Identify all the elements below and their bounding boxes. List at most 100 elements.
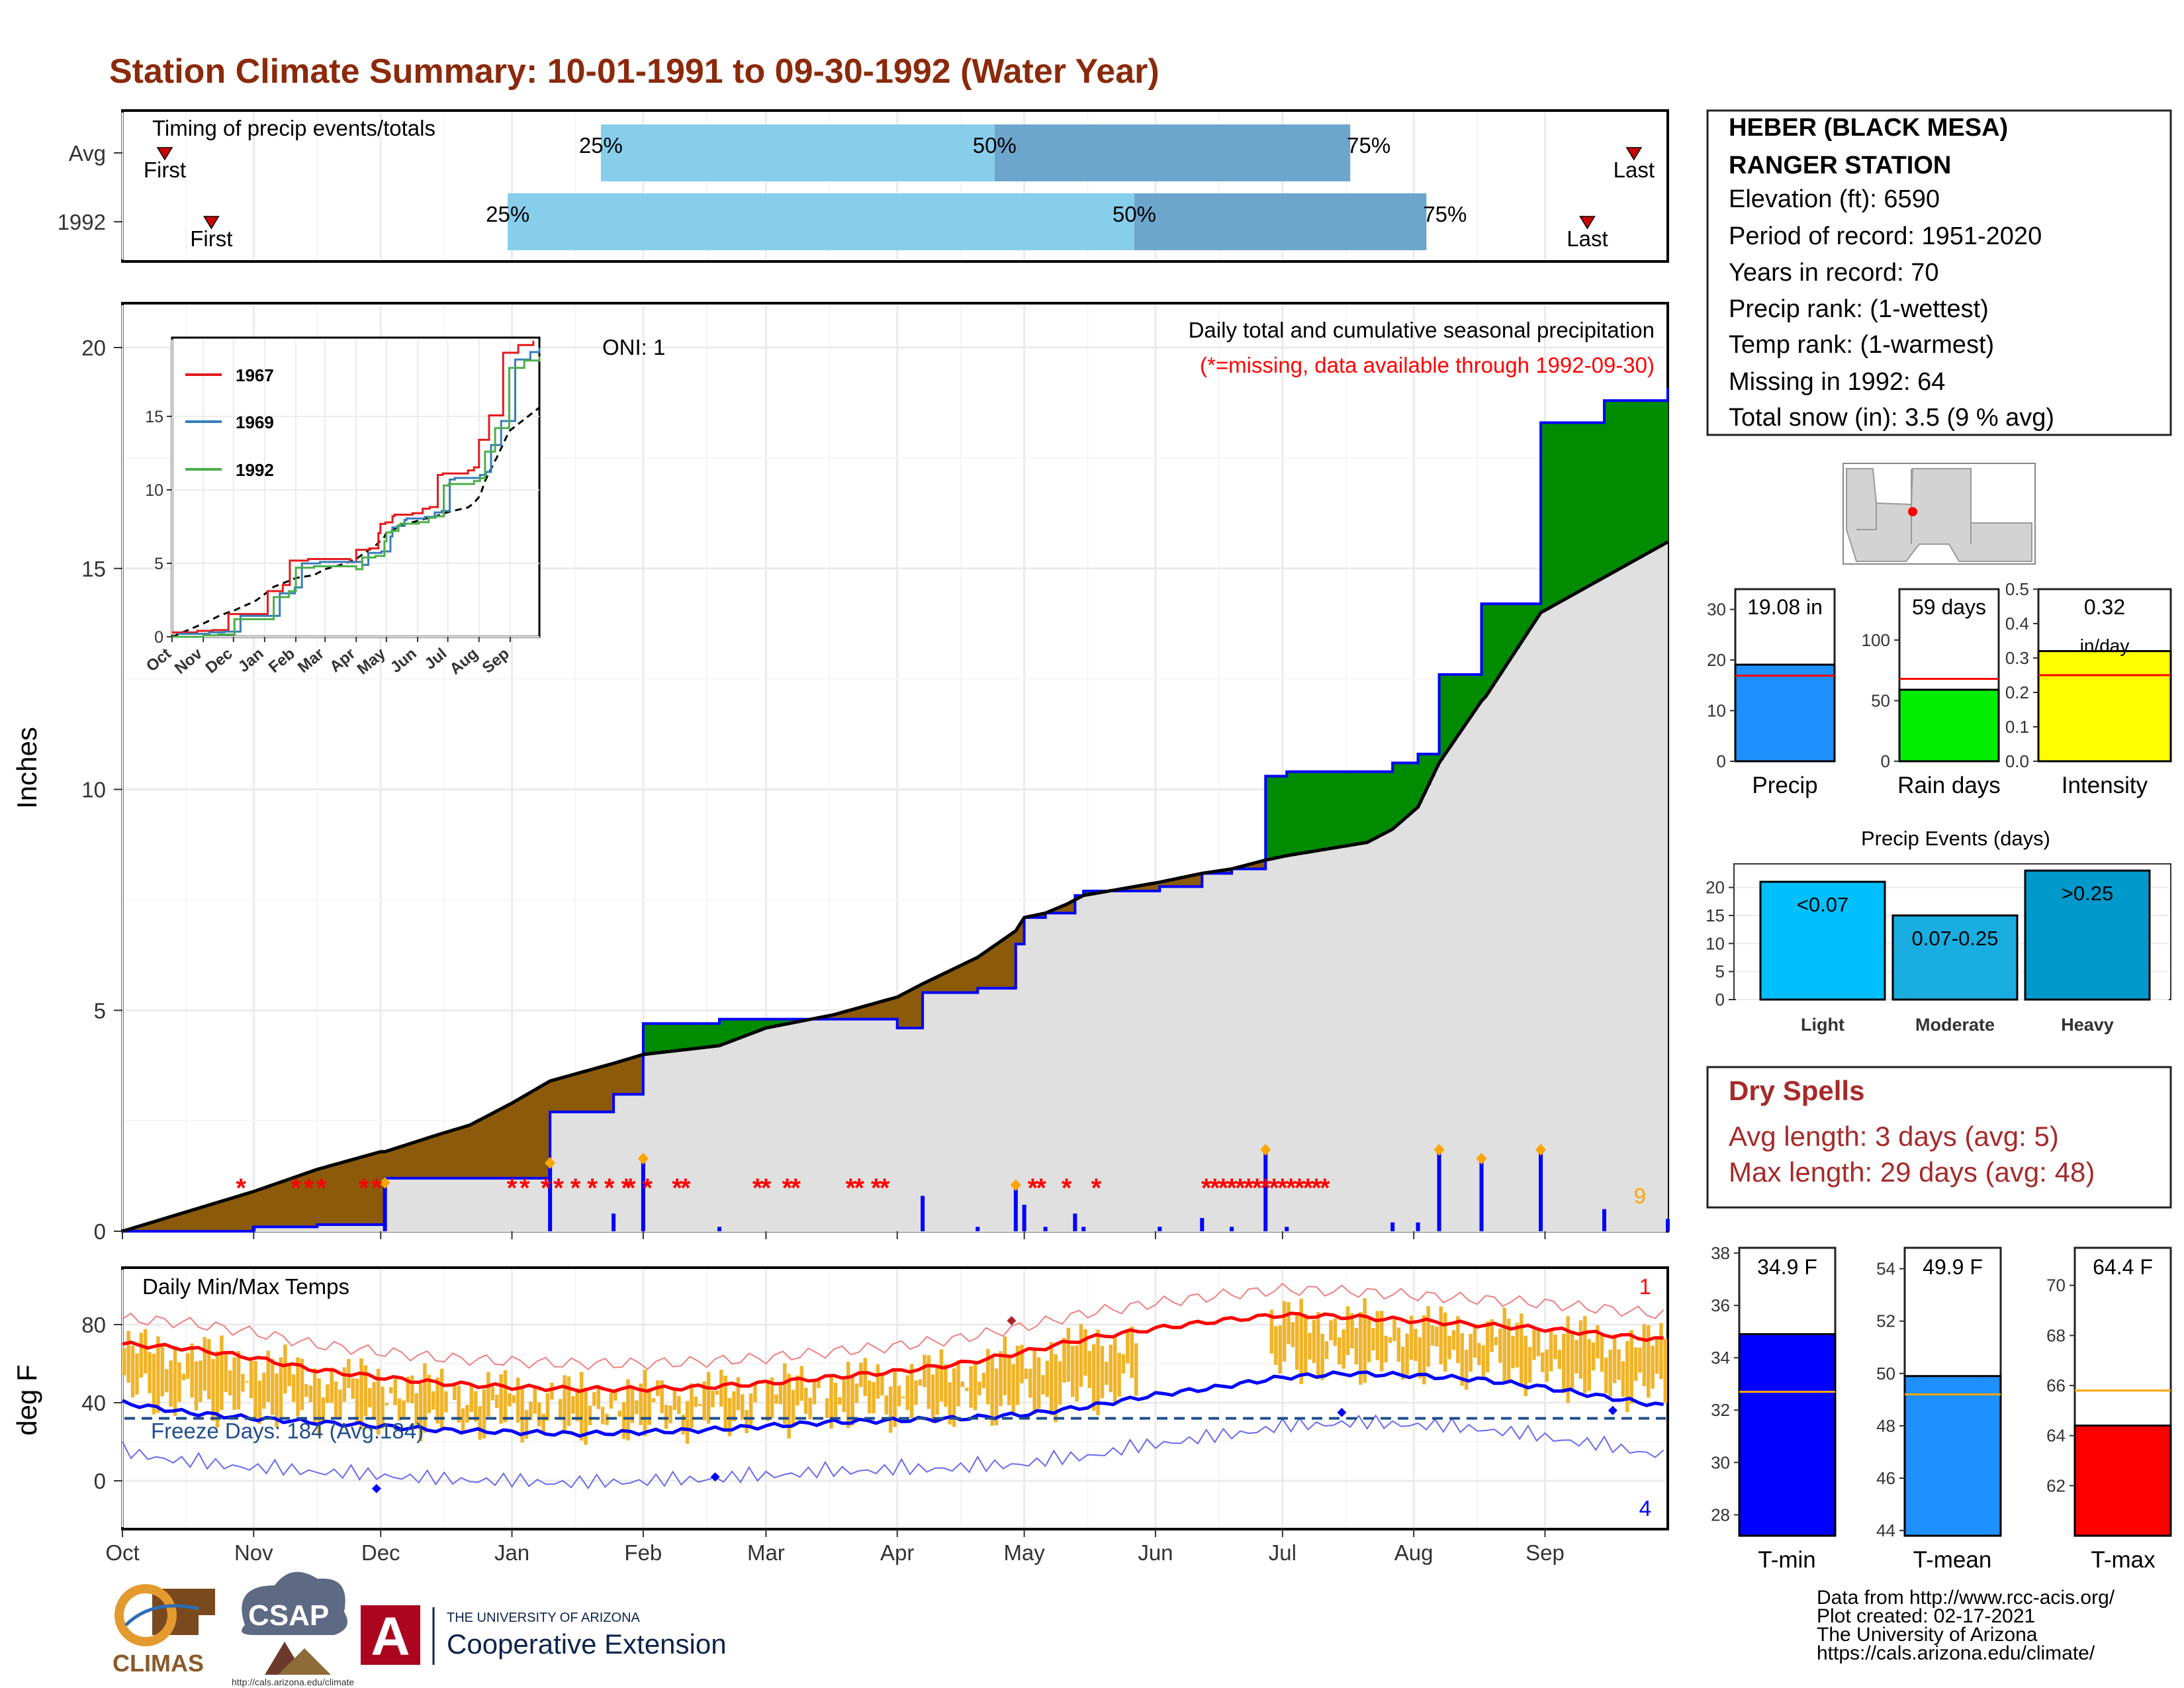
credits-created: Plot created: 02-17-2021 [1817, 1605, 2035, 1627]
temp-daily-range-bar [901, 1396, 905, 1399]
precip-daily-bar [1539, 1151, 1543, 1231]
temp-daily-range-bar [630, 1386, 635, 1423]
temp-daily-range-bar [330, 1367, 334, 1403]
precip-deficit-band [1257, 861, 1262, 869]
month-tick-label: Jan [494, 1540, 529, 1565]
temp-daily-range-bar [435, 1377, 439, 1424]
temp-daily-range-bar [1274, 1326, 1278, 1365]
precip-missing-marker: * [587, 1174, 598, 1203]
precip-surplus-band [1642, 400, 1647, 555]
temp-record-marker [1007, 1316, 1017, 1326]
precip-surplus-band [1638, 400, 1643, 557]
precip-deficit-band [1168, 880, 1173, 887]
temp-daily-range-bar [1054, 1354, 1058, 1423]
precip-surplus-band [694, 1023, 699, 1049]
precip-surplus-band [1481, 604, 1486, 699]
temp-daily-range-bar [1578, 1320, 1583, 1379]
temp-daily-range-bar [224, 1352, 228, 1392]
precip-average-cumulative-line [122, 540, 1669, 1233]
precip-surplus-band [1439, 674, 1444, 760]
summary-0-tick-label: 30 [1707, 600, 1726, 620]
temp-daily-range-bar [1490, 1319, 1494, 1352]
precip-deficit-band [135, 1227, 140, 1231]
precip-deficit-band [185, 1211, 191, 1231]
precip-missing-marker: * [621, 1174, 631, 1203]
temp-daily-range-bar [944, 1364, 948, 1407]
precip-deficit-band [199, 1207, 204, 1231]
temp-daily-range-bar [452, 1384, 457, 1401]
station-period: Period of record: 1951-2020 [1729, 222, 2042, 250]
precip-deficit-band [1223, 870, 1228, 874]
temp-bar-0-tick-label: 28 [1711, 1505, 1730, 1524]
station-missing: Missing in 1992: 64 [1729, 368, 1945, 396]
precip-missing-marker: * [541, 1174, 551, 1203]
precip-surplus-band [1570, 422, 1575, 595]
precip-deficit-band [473, 1121, 478, 1178]
temp-daily-range-bar [1354, 1327, 1359, 1365]
temp-daily-range-bar [465, 1405, 469, 1423]
temp-daily-range-bar [376, 1368, 381, 1435]
timing-label-q25: 25% [486, 202, 529, 226]
temp-daily-range-bar [1414, 1329, 1418, 1362]
csap-logo: CSAP http://cals.arizona.edu/climate [232, 1571, 354, 1687]
precip-deficit-band [1261, 861, 1266, 869]
precip-surplus-band [1527, 604, 1533, 629]
precip-daily-bar [1666, 1219, 1670, 1231]
precip-deficit-band [432, 1136, 436, 1178]
precip-deficit-band [901, 994, 907, 1028]
temp-daily-range-bar [317, 1378, 321, 1436]
precip-deficit-band [372, 1153, 377, 1225]
temp-daily-range-bar [1269, 1309, 1274, 1354]
temp-bar-0-value: 34.9 F [1757, 1255, 1817, 1279]
temp-daily-range-bar [1015, 1345, 1020, 1405]
temp-daily-range-bar [385, 1403, 389, 1406]
temp-daily-range-bar [778, 1384, 783, 1405]
freeze-days-label: Freeze Days: 184 (Avg:184) [151, 1419, 424, 1443]
temp-daily-range-bar [126, 1331, 130, 1383]
summary-1-value: 59 days [1912, 595, 1986, 619]
temp-daily-range-bar [859, 1362, 863, 1387]
temp-daily-range-bar [1032, 1349, 1036, 1415]
precip-surplus-band [1456, 674, 1461, 735]
temp-daily-range-bar [410, 1375, 414, 1404]
precip-surplus-band [1647, 400, 1652, 553]
temp-daily-range-bar [621, 1402, 626, 1439]
precip-daily-bar [717, 1227, 722, 1231]
precip-daily-bar [1479, 1160, 1484, 1231]
temp-daily-range-bar [1515, 1323, 1520, 1368]
temp-daily-range-bar [312, 1368, 317, 1425]
temp-daily-range-bar [206, 1338, 211, 1399]
precip-deficit-band [406, 1144, 411, 1178]
temp-daily-range-bar [952, 1368, 956, 1427]
precip-deficit-band [478, 1119, 483, 1178]
precip-heavy-marker [1433, 1143, 1445, 1156]
precip-deficit-band [931, 978, 936, 993]
precip-panel-subtitle: (*=missing, data available through 1992-… [1200, 353, 1655, 377]
temp-daily-range-bar [965, 1387, 969, 1391]
precip-deficit-band [1058, 907, 1063, 914]
precip-surplus-band [656, 1023, 661, 1053]
month-tick-label: Feb [624, 1540, 662, 1565]
temp-daily-range-bar [1058, 1361, 1062, 1405]
precip-deficit-band [503, 1106, 508, 1178]
precip-deficit-band [563, 1076, 568, 1112]
temp-daily-range-bar [169, 1360, 173, 1407]
temp-daily-range-bar [1604, 1357, 1608, 1393]
precip-deficit-band [600, 1066, 606, 1112]
temp-daily-range-bar [1316, 1312, 1320, 1379]
precip-deficit-band [635, 1056, 640, 1095]
precip-missing-marker: * [625, 1174, 636, 1203]
temp-daily-range-bar [579, 1372, 584, 1441]
temp-daily-range-bar [1338, 1337, 1342, 1365]
temp-daily-range-bar [152, 1353, 156, 1415]
temp-bar-0-tick-label: 32 [1711, 1400, 1730, 1420]
temp-daily-range-bar [854, 1383, 859, 1403]
temp-daily-range-bar [994, 1368, 999, 1426]
temp-daily-range-bar [817, 1380, 821, 1388]
precip-heavy-marker [379, 1176, 390, 1189]
precip-deficit-band [482, 1117, 487, 1178]
precip-deficit-band [850, 1009, 856, 1019]
precip-y-axis-label: Inches [11, 727, 42, 809]
precip-deficit-band [347, 1160, 352, 1225]
temp-daily-range-bar [651, 1398, 656, 1403]
